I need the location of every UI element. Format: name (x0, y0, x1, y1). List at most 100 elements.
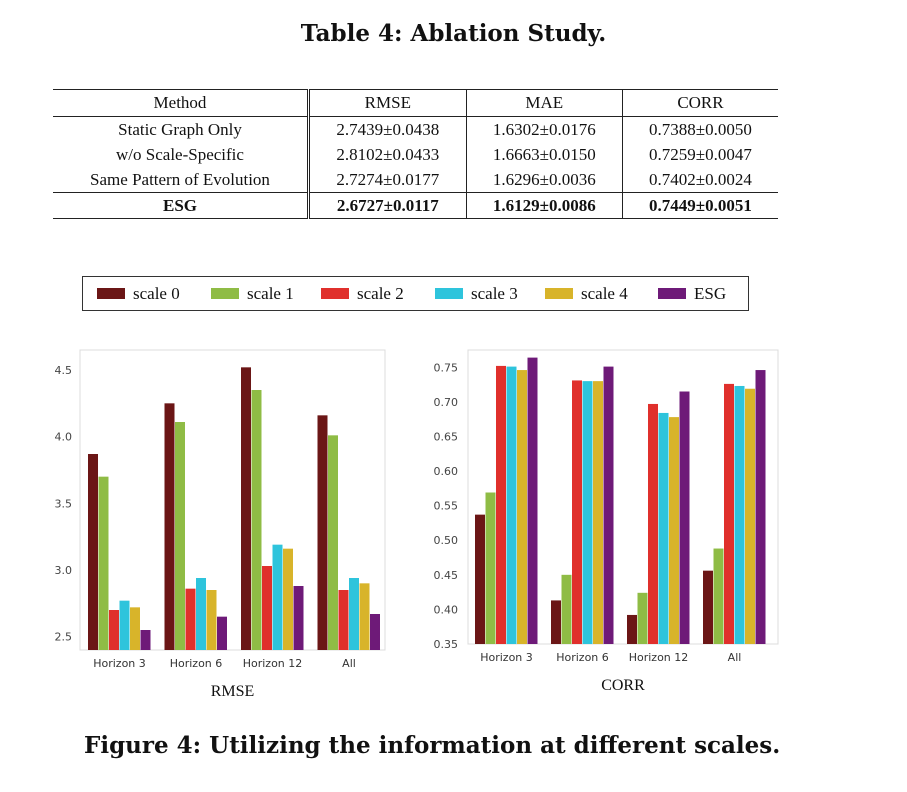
bar-scale-3 (582, 381, 593, 644)
x-tick-label: Horizon 12 (243, 657, 303, 670)
legend-item: scale 0 (97, 277, 180, 310)
bar-scale-1 (328, 435, 338, 650)
bar-scale-2 (496, 365, 506, 644)
cell-rmse: 2.8102±0.0433 (308, 142, 467, 167)
y-tick-label: 0.45 (434, 569, 459, 582)
bar-scale-2 (572, 380, 582, 644)
legend-label: ESG (694, 283, 727, 303)
cell-method: w/o Scale-Specific (53, 142, 310, 167)
legend-swatch (97, 288, 125, 299)
cell-rmse: 2.7439±0.0438 (308, 116, 467, 142)
cell-mae: 1.6296±0.0036 (466, 167, 623, 193)
bar-scale-3 (658, 412, 669, 644)
bar-scale-4 (359, 583, 370, 650)
x-tick-label: Horizon 12 (629, 651, 689, 664)
bar-esg (679, 391, 690, 644)
y-tick-label: 0.55 (434, 500, 459, 513)
legend-item: ESG (658, 277, 726, 310)
header-method: Method (53, 89, 310, 117)
chart-title: CORR (601, 677, 645, 694)
bar-scale-1 (561, 574, 572, 644)
y-tick-label: 0.70 (434, 396, 459, 409)
bar-scale-1 (175, 422, 185, 650)
bar-scale-2 (262, 566, 272, 650)
cell-mae: 1.6302±0.0176 (466, 116, 623, 142)
legend-swatch (211, 288, 239, 299)
bar-scale-3 (272, 544, 283, 650)
legend-label: scale 2 (357, 283, 404, 303)
table-row: w/o Scale-Specific 2.8102±0.0433 1.6663±… (53, 142, 778, 167)
legend-label: scale 0 (133, 283, 180, 303)
header-mae: MAE (466, 89, 623, 117)
bar-scale-2 (109, 610, 119, 650)
bar-scale-4 (745, 388, 755, 644)
bar-scale-4 (206, 590, 217, 650)
y-tick-label: 0.60 (434, 465, 459, 478)
chart-legend: scale 0 scale 1 scale 2 scale 3 scale 4 … (82, 276, 749, 311)
bar-esg (603, 366, 614, 644)
legend-swatch (321, 288, 349, 299)
bar-scale-0 (317, 415, 328, 650)
x-tick-label: Horizon 6 (170, 657, 223, 670)
bar-esg (293, 586, 304, 650)
bar-scale-4 (669, 417, 679, 644)
cell-mae: 1.6663±0.0150 (466, 142, 623, 167)
bar-scale-0 (627, 614, 637, 644)
bar-scale-4 (283, 548, 293, 650)
y-tick-label: 0.35 (434, 638, 459, 651)
bar-scale-2 (648, 403, 658, 644)
corr-chart: 0.35 0.40 0.45 0.50 0.55 0.60 0.65 0.70 0.75 Hori… (434, 349, 779, 694)
bar-scale-2 (724, 383, 734, 644)
legend-label: scale 1 (247, 283, 294, 303)
legend-swatch (435, 288, 463, 299)
bar-scale-4 (593, 381, 603, 644)
plot-area (467, 349, 779, 645)
cell-rmse: 2.6727±0.0117 (308, 192, 467, 219)
x-tick-label: All (342, 657, 356, 670)
legend-swatch (658, 288, 686, 299)
y-tick-label: 0.40 (434, 603, 459, 616)
legend-item: scale 3 (435, 277, 518, 310)
table-caption: Table 4: Ablation Study. (300, 20, 607, 47)
legend-swatch (545, 288, 573, 299)
bar-scale-0 (551, 600, 561, 644)
table-row: Static Graph Only 2.7439±0.0438 1.6302±0… (53, 116, 778, 142)
bar-scale-3 (734, 385, 745, 644)
y-tick-label: 0.75 (434, 361, 459, 374)
plot-area (79, 349, 386, 651)
legend-label: scale 3 (471, 283, 518, 303)
cell-rmse: 2.7274±0.0177 (308, 167, 467, 193)
bar-scale-2 (185, 588, 196, 650)
cell-corr: 0.7402±0.0024 (649, 169, 752, 189)
bar-scale-1 (713, 548, 724, 644)
y-tick-label: 0.50 (434, 534, 459, 547)
bar-esg (755, 370, 766, 644)
legend-item: scale 2 (321, 277, 404, 310)
x-tick-label: Horizon 3 (480, 651, 533, 664)
header-rmse: RMSE (308, 89, 467, 117)
bar-scale-0 (703, 570, 713, 644)
bar-scale-1 (98, 476, 109, 650)
table-row: Same Pattern of Evolution 2.7274±0.0177 … (53, 167, 778, 193)
legend-label: scale 4 (581, 283, 628, 303)
bar-scale-4 (130, 607, 140, 650)
x-tick-label: Horizon 3 (93, 657, 146, 670)
x-tick-label: Horizon 6 (556, 651, 609, 664)
legend-item: scale 1 (211, 277, 294, 310)
bar-scale-0 (241, 367, 251, 650)
cell-corr: 0.7259±0.0047 (649, 144, 752, 164)
y-tick-label: 2.5 (55, 631, 73, 644)
y-tick-label: 3.0 (55, 564, 73, 577)
bar-scale-3 (506, 366, 517, 644)
y-tick-label: 4.5 (55, 364, 73, 377)
cell-method: ESG (53, 192, 310, 219)
chart-title: RMSE (211, 683, 255, 700)
cell-mae: 1.6129±0.0086 (466, 192, 623, 219)
bar-esg (217, 616, 227, 650)
bar-esg (140, 630, 151, 650)
cell-corr: 0.7449±0.0051 (622, 192, 778, 219)
bar-esg (527, 357, 538, 644)
table-header-row: Method RMSE MAE CORR (53, 89, 778, 117)
bar-scale-3 (196, 578, 206, 650)
ablation-table: Method RMSE MAE CORR Static Graph Only 2… (53, 89, 778, 219)
